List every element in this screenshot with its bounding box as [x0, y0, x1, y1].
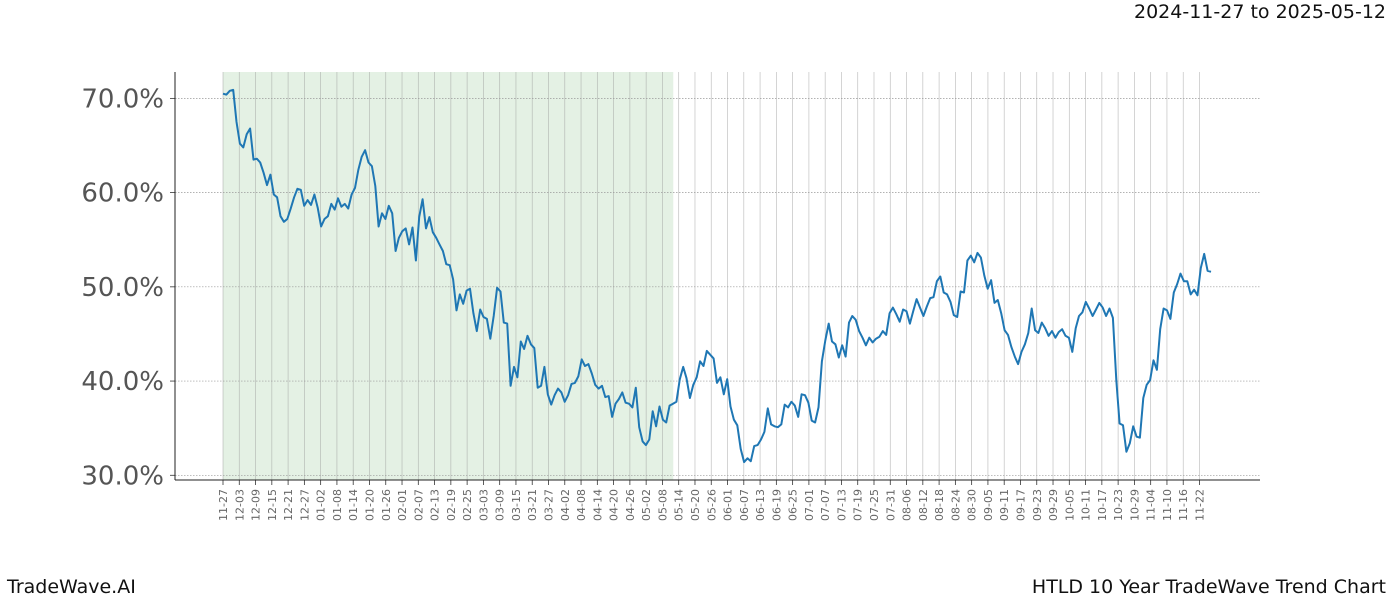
y-tick-labels-layer: 30.0% 40.0% 50.0% 60.0% 70.0% — [81, 84, 164, 491]
x-tick-label: 05-14 — [673, 489, 686, 521]
x-tick-label: 12-21 — [282, 489, 295, 521]
brand-label: TradeWave.AI — [7, 576, 136, 598]
x-tick-label: 10-17 — [1096, 489, 1109, 521]
x-tick-label: 03-15 — [510, 489, 523, 521]
x-tick-label: 01-20 — [363, 489, 376, 521]
x-tick-label: 05-26 — [705, 489, 718, 521]
y-tick-label: 70.0% — [81, 84, 164, 114]
x-tick-label: 09-29 — [1047, 489, 1060, 521]
shaded-window — [223, 72, 674, 480]
date-range-label: 2024-11-27 to 2025-05-12 — [1134, 1, 1386, 23]
x-tick-label: 05-08 — [656, 489, 669, 521]
x-tick-label: 07-07 — [819, 489, 832, 521]
x-tick-label: 09-11 — [998, 489, 1011, 521]
x-tick-label: 04-20 — [608, 489, 621, 521]
x-tick-label: 02-19 — [445, 489, 458, 521]
x-tick-label: 08-12 — [917, 489, 930, 521]
series-line-layer — [222, 88, 1212, 464]
x-tick-label: 06-13 — [754, 489, 767, 521]
x-tick-label: 02-13 — [429, 489, 442, 521]
x-tick-label: 02-25 — [461, 489, 474, 521]
vertical-grid-layer — [222, 72, 1200, 485]
x-tick-label: 09-23 — [1031, 489, 1044, 521]
x-tick-label: 11-27 — [217, 489, 230, 521]
x-tick-label: 01-02 — [315, 489, 328, 521]
x-tick-label: 08-30 — [966, 489, 979, 521]
x-tick-label: 02-01 — [396, 489, 409, 521]
chart-title: HTLD 10 Year TradeWave Trend Chart — [1031, 576, 1386, 598]
x-tick-label: 04-26 — [624, 489, 637, 521]
x-tick-label: 05-20 — [689, 489, 702, 521]
x-tick-label: 11-22 — [1194, 489, 1207, 521]
x-tick-label: 04-08 — [575, 489, 588, 521]
y-tick-label: 40.0% — [81, 367, 164, 397]
x-tick-label: 04-14 — [591, 489, 604, 521]
x-tick-label: 10-05 — [1063, 489, 1076, 521]
y-tick-label: 30.0% — [81, 461, 164, 491]
horizontal-grid-layer — [170, 97, 1260, 476]
y-tick-label: 60.0% — [81, 179, 164, 209]
x-tick-label: 11-16 — [1177, 489, 1190, 521]
x-tick-label: 10-29 — [1128, 489, 1141, 521]
x-tick-label: 06-19 — [770, 489, 783, 521]
x-tick-label: 01-08 — [331, 489, 344, 521]
x-tick-label: 07-19 — [852, 489, 865, 521]
x-tick-label: 03-09 — [494, 489, 507, 521]
x-tick-label: 06-01 — [722, 489, 735, 521]
x-tick-label: 02-07 — [412, 489, 425, 521]
x-tick-label: 12-09 — [250, 489, 263, 521]
x-tick-label: 10-23 — [1112, 489, 1125, 521]
x-tick-label: 07-13 — [835, 489, 848, 521]
x-tick-label: 07-01 — [803, 489, 816, 521]
x-tick-label: 09-05 — [982, 489, 995, 521]
x-tick-label: 07-25 — [868, 489, 881, 521]
x-tick-label: 04-02 — [559, 489, 572, 521]
x-tick-label: 12-27 — [298, 489, 311, 521]
x-tick-label: 10-11 — [1080, 489, 1093, 521]
x-tick-label: 11-10 — [1161, 489, 1174, 521]
y-tick-label: 50.0% — [81, 273, 164, 303]
x-tick-label: 06-07 — [738, 489, 751, 521]
x-tick-label: 03-27 — [543, 489, 556, 521]
series-line — [222, 88, 1212, 464]
x-tick-label: 03-21 — [526, 489, 539, 521]
x-tick-label: 06-25 — [787, 489, 800, 521]
x-tick-label: 12-15 — [266, 489, 279, 521]
x-tick-label: 12-03 — [233, 489, 246, 521]
axes-layer — [174, 72, 1260, 481]
x-tick-label: 08-18 — [933, 489, 946, 521]
x-tick-label: 07-31 — [884, 489, 897, 521]
x-tick-label: 11-04 — [1145, 489, 1158, 521]
x-tick-label: 03-03 — [477, 489, 490, 521]
x-tick-label: 01-26 — [380, 489, 393, 521]
shaded-window-layer — [223, 72, 674, 480]
x-tick-label: 08-06 — [901, 489, 914, 521]
x-tick-labels-layer: 11-27 12-03 12-09 12-15 12-21 12-27 01-02 01-08… — [217, 489, 1207, 521]
x-tick-label: 05-02 — [640, 489, 653, 521]
x-tick-label: 09-17 — [1014, 489, 1027, 521]
x-tick-label: 01-14 — [347, 489, 360, 521]
x-tick-label: 08-24 — [949, 489, 962, 521]
